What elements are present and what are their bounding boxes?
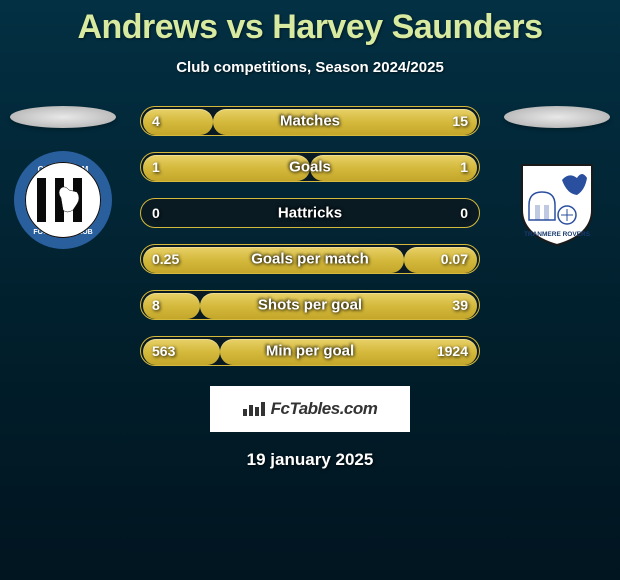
stat-label: Matches [280,113,340,130]
comparison-main: GILLINGHAM FOOTBALL CLUB [0,106,620,366]
stat-value-left: 4 [152,113,160,129]
stat-value-left: 8 [152,297,160,313]
bar-fill-right [310,155,477,181]
fctables-watermark: FcTables.com [210,386,410,432]
stat-value-right: 15 [452,113,468,129]
stats-bars: Matches 4 15 Goals 1 1 Hattricks 0 0 Goals per ma… [140,106,480,366]
stat-value-left: 1 [152,159,160,175]
stat-label: Goals [289,159,331,176]
stat-value-right: 0.07 [441,251,468,267]
platform-shape [504,106,610,128]
stat-value-left: 0 [152,205,160,221]
bar-fill-right [213,109,477,135]
gillingham-badge-icon: GILLINGHAM FOOTBALL CLUB [13,150,113,250]
stat-value-right: 39 [452,297,468,313]
svg-text:GILLINGHAM: GILLINGHAM [38,165,89,174]
stat-value-right: 0 [460,205,468,221]
date-text: 19 january 2025 [0,450,620,470]
stat-value-right: 1 [460,159,468,175]
right-player-column: TRANMERE ROVERS [502,106,612,250]
stat-row: Min per goal 563 1924 [140,336,480,366]
watermark-text: FcTables.com [271,399,378,419]
stat-row: Matches 4 15 [140,106,480,136]
stat-row: Shots per goal 8 39 [140,290,480,320]
page-title: Andrews vs Harvey Saunders [0,0,620,47]
stat-value-left: 563 [152,343,175,359]
tranmere-badge-icon: TRANMERE ROVERS [507,150,607,250]
svg-text:TRANMERE ROVERS: TRANMERE ROVERS [524,231,591,238]
left-player-column: GILLINGHAM FOOTBALL CLUB [8,106,118,250]
stat-label: Hattricks [278,205,342,222]
stat-label: Shots per goal [258,297,362,314]
stat-label: Goals per match [251,251,369,268]
subtitle: Club competitions, Season 2024/2025 [0,59,620,76]
stat-value-left: 0.25 [152,251,179,267]
watermark-bars-icon [243,402,265,416]
stat-value-right: 1924 [437,343,468,359]
stat-row: Hattricks 0 0 [140,198,480,228]
platform-shape [10,106,116,128]
stat-row: Goals per match 0.25 0.07 [140,244,480,274]
stat-row: Goals 1 1 [140,152,480,182]
stat-label: Min per goal [266,343,354,360]
svg-text:FOOTBALL CLUB: FOOTBALL CLUB [33,229,92,236]
bar-fill-left [143,155,310,181]
